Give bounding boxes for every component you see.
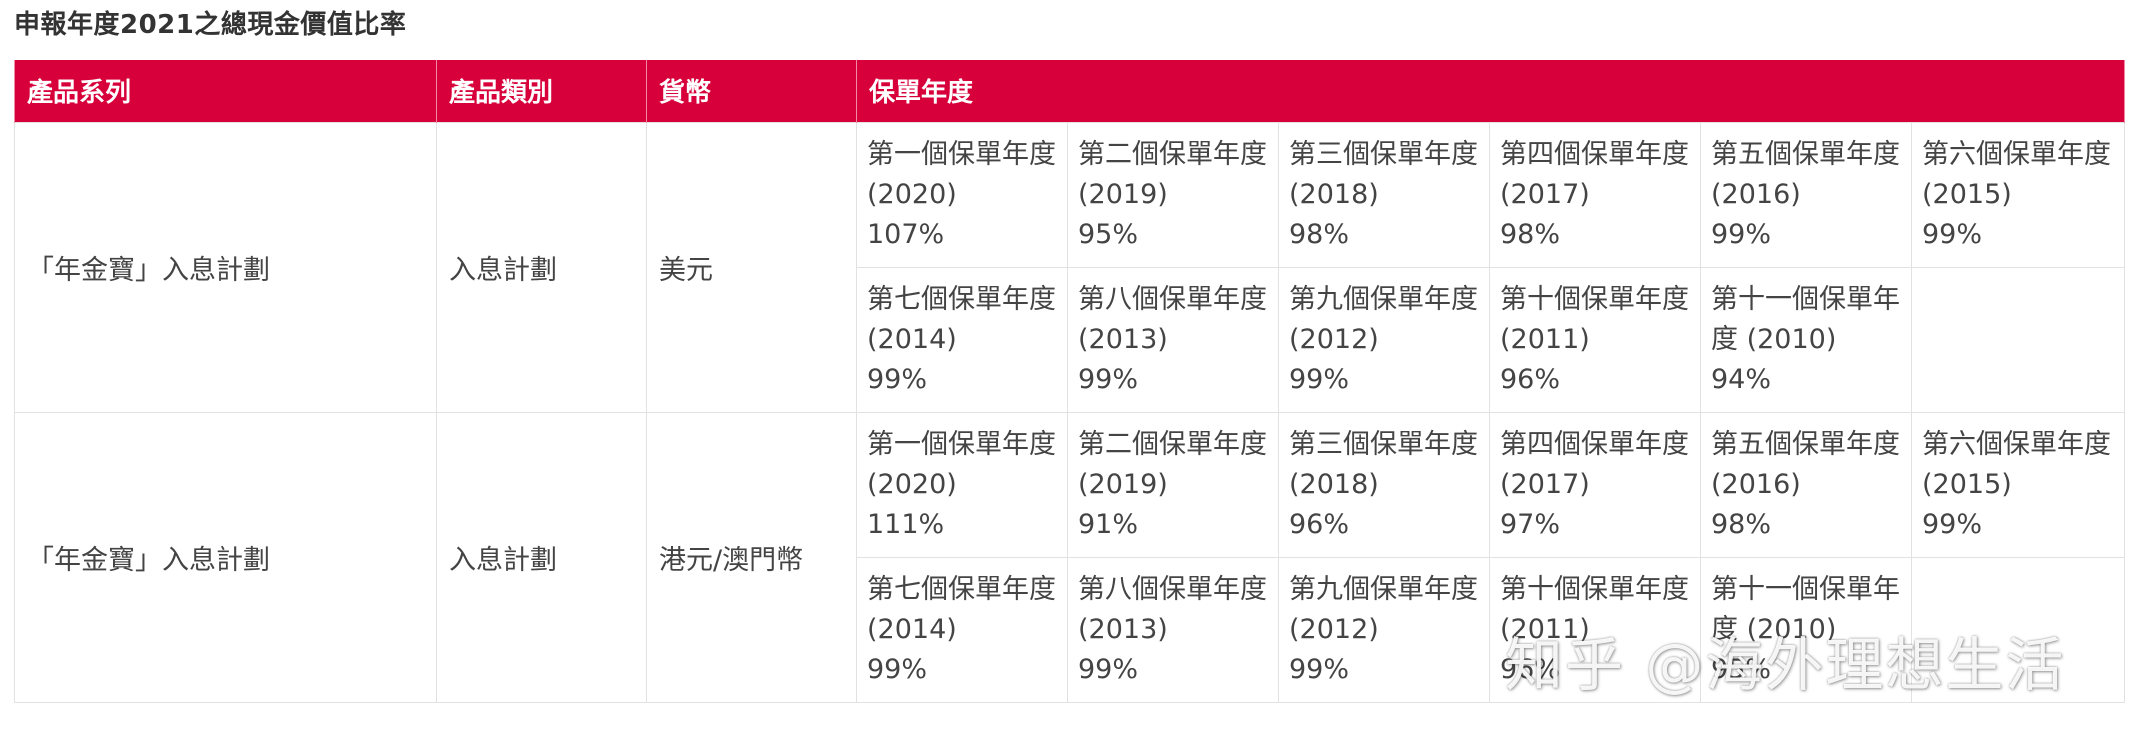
policy-year-label: 第八個保單年度 (2013) xyxy=(1078,573,1267,645)
cash-value-ratio: 99% xyxy=(1078,653,1139,685)
empty-cell xyxy=(1910,556,2126,703)
cash-value-ratio: 99% xyxy=(1289,363,1350,395)
policy-year-label: 第七個保單年度 (2014) xyxy=(867,283,1056,355)
header-policy-year: 保單年度 xyxy=(855,60,2126,122)
policy-year-cell: 第一個保單年度 (2020) 107% xyxy=(856,121,1068,268)
policy-year-cell: 第九個保單年度 (2012) 99% xyxy=(1278,266,1490,413)
page-title: 申報年度2021之總現金價值比率 xyxy=(14,10,407,40)
table-row: 第七個保單年度 (2014) 99% 第八個保單年度 (2013) 99% 第九個保… xyxy=(15,556,2126,703)
product-category-cell: 入息計劃 xyxy=(436,121,647,413)
policy-year-cell: 第十個保單年度 (2011) 96% xyxy=(1489,556,1701,703)
cash-value-ratio: 99% xyxy=(1922,508,1983,540)
policy-year-cell: 第三個保單年度 (2018) 98% xyxy=(1278,121,1490,268)
policy-year-label: 第十個保單年度 (2011) xyxy=(1500,573,1689,645)
policy-year-cell: 第八個保單年度 (2013) 99% xyxy=(1067,266,1279,413)
policy-year-label: 第五個保單年度 (2016) xyxy=(1711,428,1900,500)
cash-value-ratio: 94% xyxy=(1711,363,1772,395)
cash-value-ratio: 99% xyxy=(867,363,928,395)
currency-cell: 美元 xyxy=(646,121,857,413)
policy-year-cell: 第七個保單年度 (2014) 99% xyxy=(856,556,1068,703)
header-product-series: 產品系列 xyxy=(14,60,437,122)
table-row: 第七個保單年度 (2014) 99% 第八個保單年度 (2013) 99% 第九個保… xyxy=(15,266,2126,413)
policy-year-cell: 第一個保單年度 (2020) 111% xyxy=(856,411,1068,558)
policy-year-cell: 第四個保單年度 (2017) 97% xyxy=(1489,411,1701,558)
cash-value-ratio: 99% xyxy=(1922,218,1983,250)
policy-year-label: 第七個保單年度 (2014) xyxy=(867,573,1056,645)
policy-year-label: 第九個保單年度 (2012) xyxy=(1289,283,1478,355)
cash-value-ratio: 98% xyxy=(1500,218,1561,250)
cash-value-ratio: 99% xyxy=(1711,218,1772,250)
policy-year-label: 第二個保單年度 (2019) xyxy=(1078,428,1267,500)
policy-year-cell: 第五個保單年度 (2016) 99% xyxy=(1700,121,1912,268)
policy-year-cell: 第六個保單年度 (2015) 99% xyxy=(1910,121,2126,268)
policy-year-label: 第十一個保單年度 (2010) xyxy=(1711,283,1900,355)
policy-year-label: 第一個保單年度 (2020) xyxy=(867,428,1056,500)
cash-value-ratio: 111% xyxy=(867,508,945,540)
policy-year-cell: 第八個保單年度 (2013) 99% xyxy=(1067,556,1279,703)
cash-value-ratio: 99% xyxy=(1289,653,1350,685)
table-header-row: 產品系列 產品類別 貨幣 保單年度 xyxy=(14,60,2126,122)
cash-value-ratio-table: 產品系列 產品類別 貨幣 保單年度 「年金寶」入息計劃 入息計劃 美元 第一個保… xyxy=(14,60,2126,703)
policy-year-cell: 第十個保單年度 (2011) 96% xyxy=(1489,266,1701,413)
cash-value-ratio: 98% xyxy=(1711,508,1772,540)
cash-value-ratio: 99% xyxy=(867,653,928,685)
policy-year-label: 第三個保單年度 (2018) xyxy=(1289,138,1478,210)
policy-year-cell: 第九個保單年度 (2012) 99% xyxy=(1278,556,1490,703)
header-product-category: 產品類別 xyxy=(436,60,647,122)
currency-cell: 港元/澳門幣 xyxy=(646,411,857,703)
cash-value-ratio: 95% xyxy=(1078,218,1139,250)
policy-year-label: 第九個保單年度 (2012) xyxy=(1289,573,1478,645)
policy-year-cell: 第三個保單年度 (2018) 96% xyxy=(1278,411,1490,558)
policy-year-cell: 第十一個保單年度 (2010) 94% xyxy=(1700,266,1912,413)
policy-year-cell: 第六個保單年度 (2015) 99% xyxy=(1910,411,2126,558)
cash-value-ratio: 98% xyxy=(1289,218,1350,250)
cash-value-ratio: 91% xyxy=(1078,508,1139,540)
policy-year-label: 第二個保單年度 (2019) xyxy=(1078,138,1267,210)
policy-year-cell: 第二個保單年度 (2019) 95% xyxy=(1067,121,1279,268)
policy-year-cell: 第四個保單年度 (2017) 98% xyxy=(1489,121,1701,268)
header-currency: 貨幣 xyxy=(646,60,857,122)
policy-year-cell: 第二個保單年度 (2019) 91% xyxy=(1067,411,1279,558)
policy-year-label: 第四個保單年度 (2017) xyxy=(1500,138,1689,210)
policy-year-cell: 第七個保單年度 (2014) 99% xyxy=(856,266,1068,413)
product-category-cell: 入息計劃 xyxy=(436,411,647,703)
cash-value-ratio: 99% xyxy=(1078,363,1139,395)
cash-value-ratio: 97% xyxy=(1500,508,1561,540)
policy-year-label: 第五個保單年度 (2016) xyxy=(1711,138,1900,210)
policy-year-label: 第三個保單年度 (2018) xyxy=(1289,428,1478,500)
table-row: 「年金寶」入息計劃 入息計劃 美元 第一個保單年度 (2020) 107% 第二個… xyxy=(14,121,2126,413)
product-series-cell: 「年金寶」入息計劃 xyxy=(14,121,437,413)
cash-value-ratio: 96% xyxy=(1500,653,1561,685)
table-row: 「年金寶」入息計劃 入息計劃 港元/澳門幣 第一個保單年度 (2020) 111%… xyxy=(14,411,2126,703)
cash-value-ratio: 96% xyxy=(1500,363,1561,395)
empty-cell xyxy=(1910,266,2126,413)
policy-year-label: 第六個保單年度 (2015) xyxy=(1922,428,2111,500)
cash-value-ratio: 107% xyxy=(867,218,945,250)
policy-year-cell: 第五個保單年度 (2016) 98% xyxy=(1700,411,1912,558)
product-series-cell: 「年金寶」入息計劃 xyxy=(14,411,437,703)
policy-year-label: 第六個保單年度 (2015) xyxy=(1922,138,2111,210)
policy-year-label: 第四個保單年度 (2017) xyxy=(1500,428,1689,500)
policy-year-label: 第八個保單年度 (2013) xyxy=(1078,283,1267,355)
cash-value-ratio: 96% xyxy=(1289,508,1350,540)
policy-year-cell: 第十一個保單年度 (2010) 95% xyxy=(1700,556,1912,703)
policy-year-label: 第十一個保單年度 (2010) xyxy=(1711,573,1900,645)
policy-year-label: 第十個保單年度 (2011) xyxy=(1500,283,1689,355)
cash-value-ratio: 95% xyxy=(1711,653,1772,685)
policy-year-label: 第一個保單年度 (2020) xyxy=(867,138,1056,210)
